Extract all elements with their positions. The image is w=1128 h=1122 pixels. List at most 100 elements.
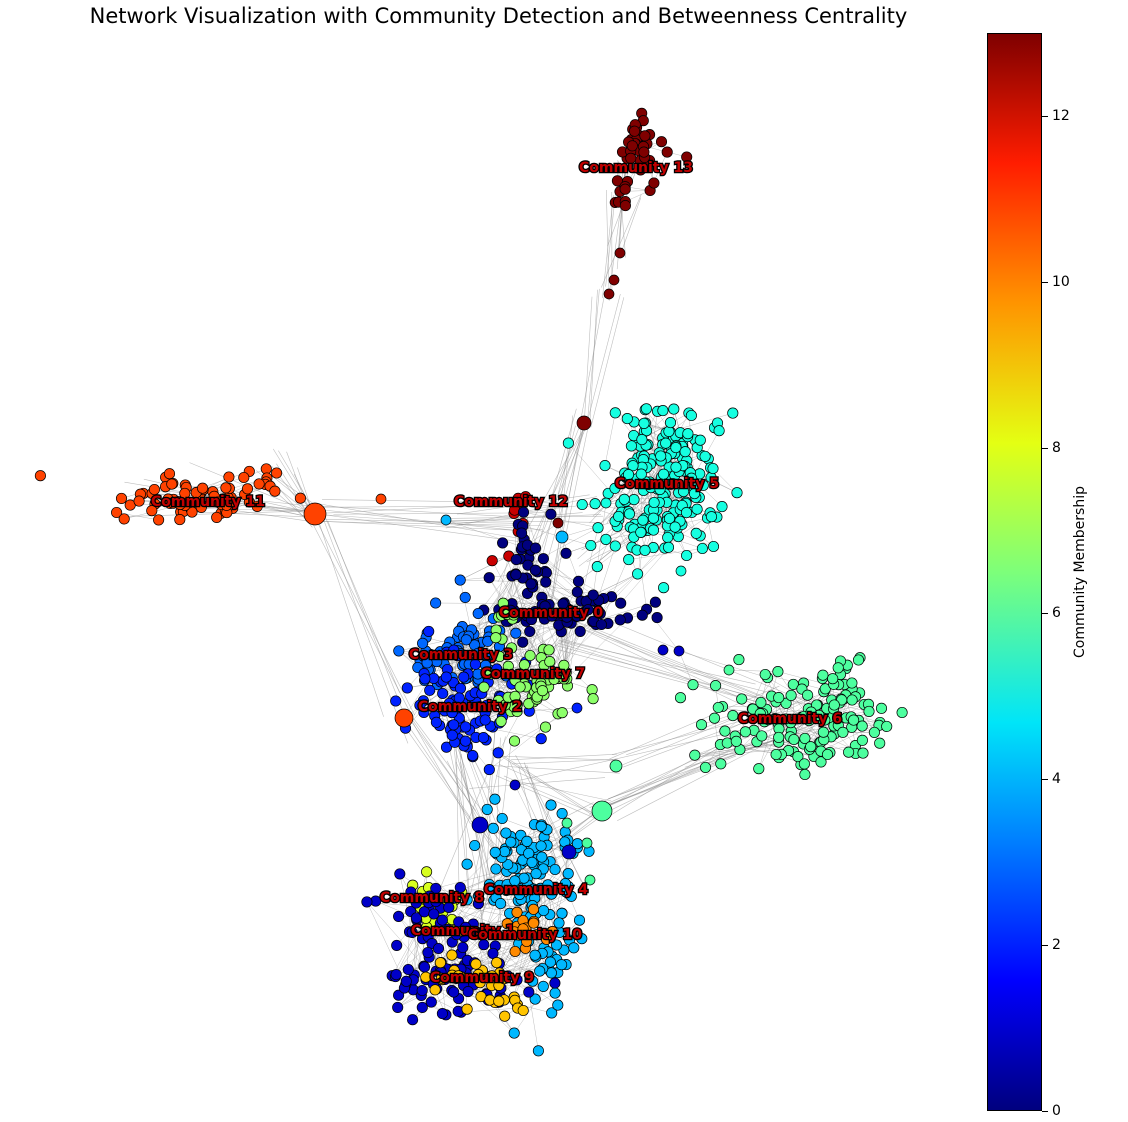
node-community-11	[241, 483, 254, 495]
node-community-4	[530, 868, 542, 880]
node-community-5	[668, 403, 680, 415]
node-community-4	[573, 914, 586, 926]
node-community-7	[536, 685, 549, 697]
edge	[599, 765, 716, 809]
node-community-3	[472, 607, 484, 620]
node-community-5	[622, 469, 635, 481]
community-label: Community 12	[454, 494, 568, 510]
community-label: Community 6	[738, 711, 842, 727]
node-community-4	[509, 875, 521, 887]
node-community-5	[618, 493, 630, 505]
colorbar-tick-label: 2	[1052, 937, 1061, 954]
edge	[507, 423, 587, 594]
node-community-7	[556, 707, 568, 719]
node-community-5	[658, 582, 670, 594]
node-community-6	[788, 733, 800, 746]
node-community-6	[827, 673, 839, 685]
node-community-1	[361, 896, 373, 908]
node-community-2	[467, 750, 479, 762]
edge	[263, 470, 313, 528]
edge	[511, 759, 613, 765]
colorbar-gradient	[987, 33, 1042, 1111]
node-community-2	[419, 673, 431, 685]
node-community-0	[525, 614, 538, 626]
node-community-13	[628, 125, 641, 137]
node-community-1	[400, 975, 412, 987]
node-community-2	[492, 747, 504, 759]
node-community-2	[474, 701, 486, 713]
node-community-4	[568, 942, 580, 954]
edge	[728, 669, 778, 672]
node-community-6	[780, 697, 792, 709]
edge	[605, 190, 610, 301]
node-community-6	[770, 748, 782, 761]
edge	[589, 692, 841, 808]
node-community-11	[166, 478, 178, 490]
node-community-4	[487, 822, 499, 834]
node-community-9	[446, 949, 458, 961]
node-community-6	[712, 701, 724, 714]
edge	[526, 765, 561, 874]
edge	[583, 296, 593, 429]
node-community-4	[529, 993, 541, 1005]
node-community-6	[868, 726, 880, 738]
node-community-0	[649, 596, 661, 608]
edge	[310, 512, 519, 542]
node-community-1	[407, 1014, 419, 1026]
node-community-4	[528, 883, 540, 895]
edge	[617, 706, 839, 822]
edge	[558, 649, 768, 706]
node-community-5	[699, 450, 711, 462]
community-label: Community 9	[430, 970, 534, 986]
node-community-6	[799, 732, 811, 744]
node-community-5	[635, 526, 647, 538]
node-community-11	[118, 513, 130, 525]
colorbar-tick-label: 6	[1052, 605, 1061, 622]
node-community-4	[549, 863, 561, 876]
edge	[626, 704, 771, 756]
node-community-12	[520, 491, 532, 503]
edge	[552, 427, 589, 597]
node-community-0	[595, 618, 607, 631]
node-community-4	[556, 807, 568, 820]
node-community-6	[773, 692, 785, 704]
node-community-0	[561, 611, 573, 623]
edge	[318, 506, 409, 744]
edge	[465, 927, 515, 998]
node-community-0	[497, 537, 509, 549]
node-community-6	[715, 758, 727, 770]
node-community-2	[418, 706, 430, 719]
node-community-13	[619, 200, 631, 212]
node-community-6	[708, 712, 721, 724]
edge	[528, 587, 817, 707]
edge	[489, 631, 562, 671]
node-community-2	[440, 741, 453, 753]
node-community-6	[846, 694, 858, 706]
node-community-1	[523, 986, 535, 998]
colorbar-tick	[1042, 945, 1048, 947]
chart-title: Network Visualization with Community Det…	[89, 4, 908, 28]
node-community-6	[792, 751, 804, 763]
edge	[423, 685, 456, 713]
edge	[593, 573, 638, 596]
node-community-1	[436, 1008, 448, 1020]
node-community-6	[687, 679, 699, 691]
node-community-6	[561, 817, 573, 829]
node-community-7	[558, 673, 570, 685]
node-community-5	[562, 437, 574, 449]
node-community-5	[675, 565, 687, 577]
node-community-5	[647, 524, 660, 536]
edge	[314, 505, 521, 518]
node-community-10	[527, 903, 540, 915]
edge	[612, 713, 769, 755]
community-label: Community 8	[380, 890, 484, 906]
edge	[527, 522, 559, 546]
node-community-0	[524, 625, 536, 638]
node-community-2	[458, 671, 470, 683]
edge	[589, 706, 839, 815]
node-community-6	[695, 719, 708, 731]
node-community-5	[664, 417, 677, 429]
node-community-5	[660, 437, 672, 449]
edge	[473, 573, 517, 635]
edge	[490, 749, 598, 819]
